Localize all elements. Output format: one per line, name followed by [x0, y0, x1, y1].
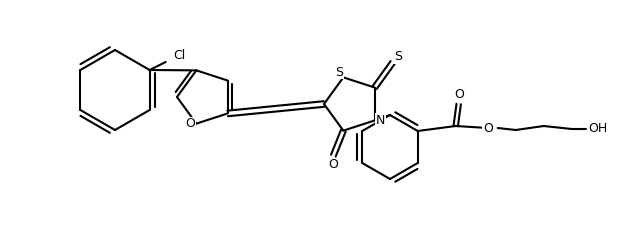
Text: S: S — [394, 50, 402, 63]
Text: O: O — [185, 117, 195, 130]
Text: O: O — [328, 158, 338, 171]
Text: Cl: Cl — [173, 49, 186, 62]
Text: S: S — [335, 66, 344, 79]
Text: OH: OH — [588, 122, 607, 136]
Text: O: O — [483, 122, 492, 136]
Text: N: N — [376, 114, 386, 127]
Text: O: O — [454, 88, 463, 102]
